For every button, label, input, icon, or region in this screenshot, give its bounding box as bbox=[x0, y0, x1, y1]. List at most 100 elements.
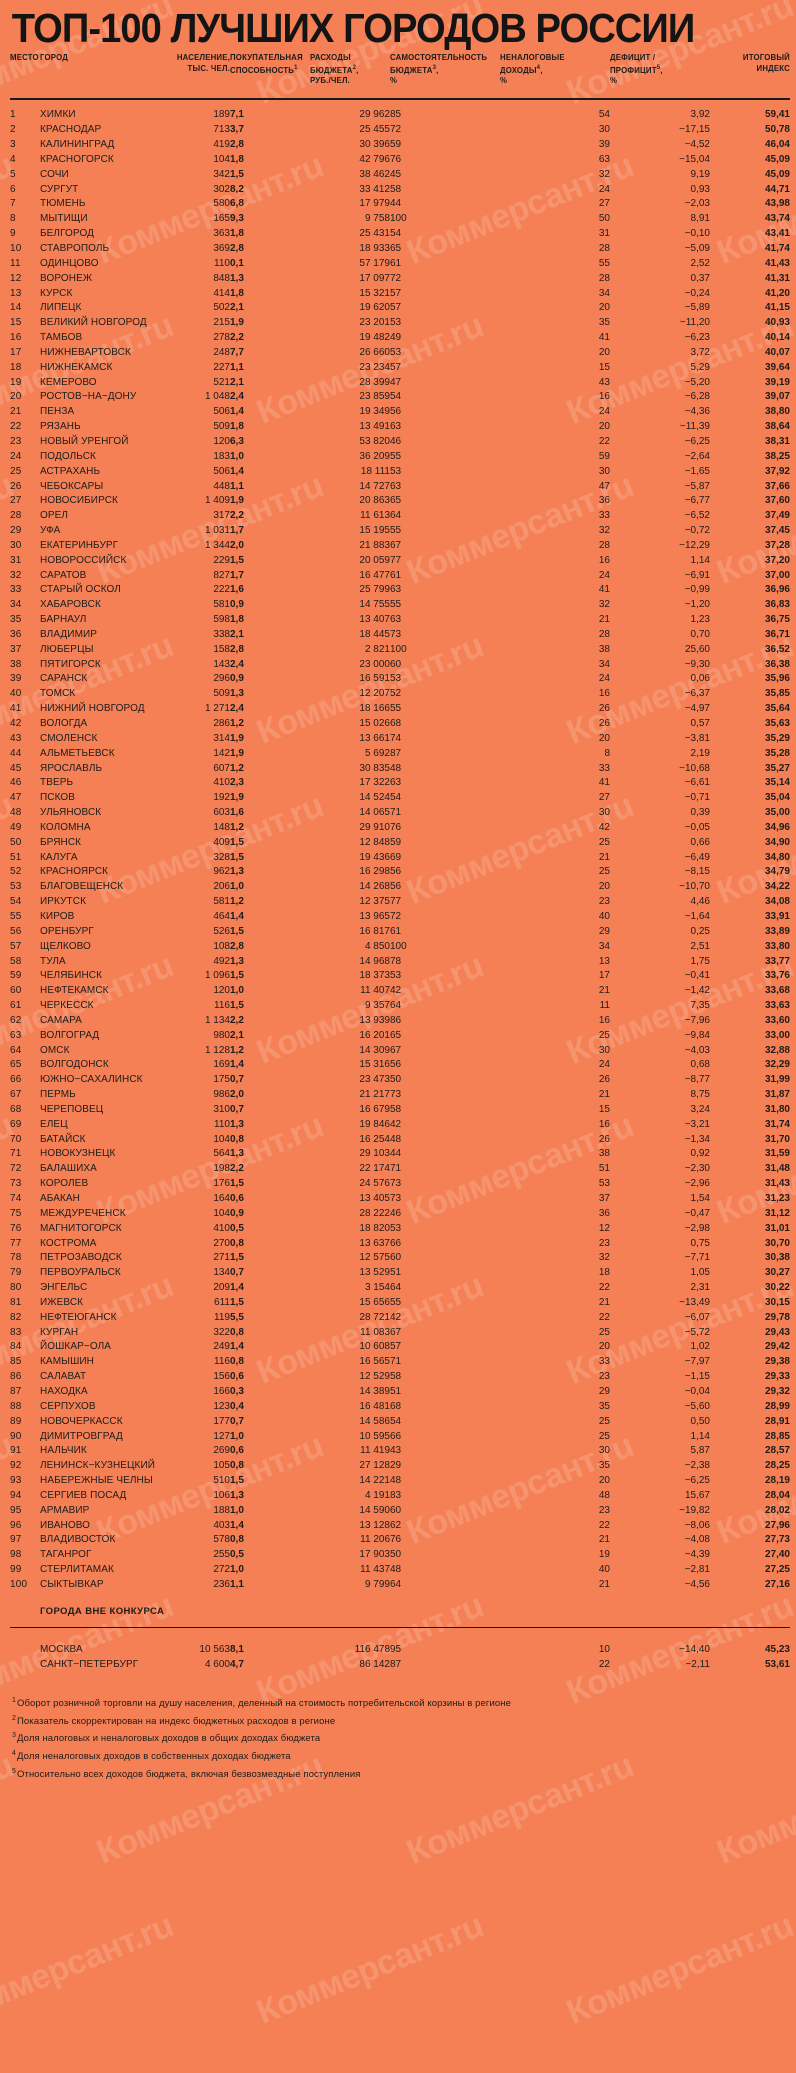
cell-deficit: −1,42 bbox=[684, 985, 710, 997]
table-row: 96 ИВАНОВО 403 1,4 13 128 62 22 −8,06 27,96 bbox=[10, 1518, 790, 1533]
cell-rank: 37 bbox=[10, 643, 22, 655]
cell-total-index: 33,77 bbox=[764, 955, 790, 967]
cell-rank: 63 bbox=[10, 1029, 22, 1041]
cell-budget-expenses: 30 396 bbox=[359, 139, 390, 151]
cell-deficit: 0,93 bbox=[690, 183, 710, 195]
cell-city: ТОМСК bbox=[40, 688, 76, 700]
cell-population: 603 bbox=[213, 807, 230, 819]
cell-total-index: 45,23 bbox=[764, 1644, 790, 1656]
cell-total-index: 30,22 bbox=[764, 1282, 790, 1294]
cell-budget-autonomy: 42 bbox=[390, 1118, 402, 1130]
cell-purchasing-power: 1,9 bbox=[230, 317, 244, 329]
cell-nontax-income: 16 bbox=[598, 688, 610, 700]
cell-deficit: 4,46 bbox=[690, 896, 710, 908]
cell-budget-expenses: 16 591 bbox=[359, 673, 390, 685]
cell-budget-autonomy: 54 bbox=[390, 792, 402, 804]
cell-population: 338 bbox=[213, 628, 230, 640]
cell-nontax-income: 21 bbox=[598, 851, 610, 863]
cell-city: ОМСК bbox=[40, 1044, 70, 1056]
cell-budget-autonomy: 63 bbox=[390, 584, 402, 596]
cell-rank: 56 bbox=[10, 925, 22, 937]
cell-purchasing-power: 1,4 bbox=[230, 1341, 244, 1353]
cell-rank: 26 bbox=[10, 480, 22, 492]
cell-budget-autonomy: 78 bbox=[390, 955, 402, 967]
cell-budget-autonomy: 59 bbox=[390, 836, 402, 848]
cell-purchasing-power: 1,3 bbox=[230, 1118, 244, 1130]
cell-budget-expenses: 42 796 bbox=[359, 153, 390, 165]
cell-purchasing-power: 2,1 bbox=[230, 628, 244, 640]
cell-population: 120 bbox=[213, 435, 230, 447]
cell-total-index: 40,07 bbox=[764, 346, 790, 358]
cell-purchasing-power: 1,8 bbox=[230, 614, 244, 626]
cell-population: 403 bbox=[213, 1519, 230, 1531]
cell-budget-expenses: 14 755 bbox=[359, 599, 390, 611]
cell-nontax-income: 29 bbox=[598, 1385, 610, 1397]
cell-total-index: 43,74 bbox=[764, 213, 790, 225]
cell-purchasing-power: 0,8 bbox=[230, 1237, 244, 1249]
cell-nontax-income: 27 bbox=[598, 198, 610, 210]
cell-budget-autonomy: 54 bbox=[390, 1415, 402, 1427]
cell-deficit: 1,02 bbox=[690, 1341, 710, 1353]
cell-deficit: 2,52 bbox=[690, 257, 710, 269]
table-row: 76 МАГНИТОГОРСК 410 0,5 18 820 53 12 −2,98 31,01 bbox=[10, 1221, 790, 1236]
cell-budget-autonomy: 52 bbox=[390, 688, 402, 700]
cell-city: НИЖНИЙ НОВГОРОД bbox=[40, 703, 145, 715]
cell-deficit: 0,39 bbox=[690, 807, 710, 819]
cell-rank: 32 bbox=[10, 569, 22, 581]
cell-population: 148 bbox=[213, 821, 230, 833]
cell-budget-expenses: 28 222 bbox=[359, 1207, 390, 1219]
cell-deficit: −5,89 bbox=[684, 302, 710, 314]
cell-total-index: 39,07 bbox=[764, 391, 790, 403]
cell-population: 104 bbox=[213, 1207, 230, 1219]
cell-budget-autonomy: 67 bbox=[390, 1326, 402, 1338]
cell-rank: 62 bbox=[10, 1014, 22, 1026]
cell-rank: 20 bbox=[10, 391, 22, 403]
cell-population: 127 bbox=[213, 1430, 230, 1442]
cell-nontax-income: 21 bbox=[598, 1296, 610, 1308]
cell-budget-expenses: 11 419 bbox=[360, 1445, 390, 1457]
cell-deficit: −2,30 bbox=[684, 1163, 710, 1175]
table-row: 98 ТАГАНРОГ 255 0,5 17 903 50 19 −4,39 27,40 bbox=[10, 1547, 790, 1562]
cell-population: 169 bbox=[213, 1059, 230, 1071]
table-row: 83 КУРГАН 322 0,8 11 083 67 25 −5,72 29,43 bbox=[10, 1325, 790, 1340]
cell-budget-autonomy: 72 bbox=[390, 272, 402, 284]
table-row: 86 САЛАВАТ 156 0,6 12 529 58 23 −1,15 29,33 bbox=[10, 1369, 790, 1384]
cell-nontax-income: 23 bbox=[598, 1371, 610, 1383]
cell-city: МЫТИЩИ bbox=[40, 213, 88, 225]
cell-purchasing-power: 1,5 bbox=[230, 1178, 244, 1190]
table-row: 1 ХИМКИ 189 7,1 29 962 85 54 3,92 59,41 bbox=[10, 108, 790, 123]
cell-total-index: 31,12 bbox=[764, 1207, 790, 1219]
cell-deficit: 2,19 bbox=[690, 747, 710, 759]
cell-rank: 42 bbox=[10, 718, 22, 730]
cell-total-index: 27,40 bbox=[764, 1549, 790, 1561]
cell-city: ПОДОЛЬСК bbox=[40, 450, 96, 462]
cell-rank: 91 bbox=[10, 1445, 22, 1457]
cell-city: НЕФТЕЮГАНСК bbox=[40, 1311, 117, 1323]
cell-budget-autonomy: 50 bbox=[390, 1074, 402, 1086]
table-row: 67 ПЕРМЬ 986 2,0 21 217 73 21 8,75 31,87 bbox=[10, 1087, 790, 1102]
cell-purchasing-power: 1,5 bbox=[230, 168, 244, 180]
cell-nontax-income: 54 bbox=[598, 109, 610, 121]
cell-population: 369 bbox=[213, 243, 230, 255]
cell-population: 598 bbox=[213, 614, 230, 626]
cell-purchasing-power: 2,1 bbox=[230, 376, 244, 388]
cell-purchasing-power: 2,2 bbox=[230, 1014, 244, 1026]
cell-population: 227 bbox=[213, 361, 230, 373]
cell-population: 607 bbox=[213, 762, 230, 774]
cell-rank: 82 bbox=[10, 1311, 22, 1323]
cell-city: ЛИПЕЦК bbox=[40, 302, 82, 314]
table-row: 100 СЫКТЫВКАР 236 1,1 9 799 64 21 −4,56 27,16 bbox=[10, 1577, 790, 1592]
cell-rank: 41 bbox=[10, 703, 22, 715]
table-row: 68 ЧЕРЕПОВЕЦ 310 0,7 16 679 58 15 3,24 31,80 bbox=[10, 1102, 790, 1117]
cell-budget-expenses: 9 758 bbox=[364, 213, 390, 225]
cell-budget-expenses: 24 576 bbox=[359, 1178, 390, 1190]
cell-population: 176 bbox=[213, 1178, 230, 1190]
cell-purchasing-power: 0,6 bbox=[230, 1371, 244, 1383]
cell-population: 302 bbox=[213, 183, 230, 195]
cell-purchasing-power: 1,2 bbox=[230, 718, 244, 730]
cell-nontax-income: 34 bbox=[598, 658, 610, 670]
cell-budget-expenses: 57 179 bbox=[359, 257, 390, 269]
cell-rank: 43 bbox=[10, 732, 22, 744]
cell-city: БАЛАШИХА bbox=[40, 1163, 97, 1175]
infographic-page: ТОП-100 ЛУЧШИХ ГОРОДОВ РОССИИ МЕСТО ГОРО… bbox=[10, 6, 790, 1780]
